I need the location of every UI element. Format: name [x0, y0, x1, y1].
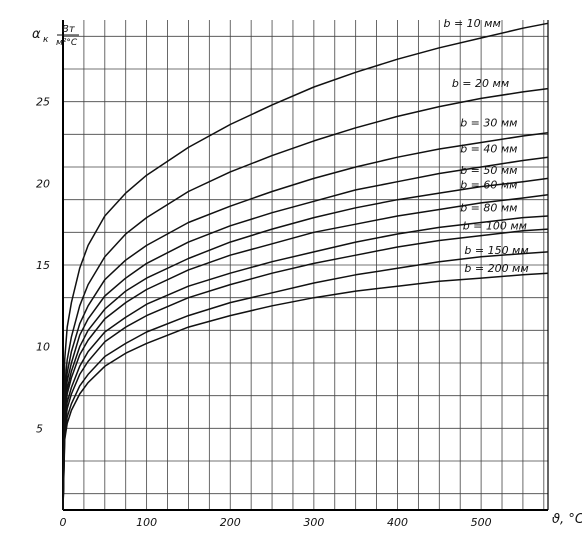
- series: [62, 22, 549, 511]
- series-line-1: [62, 22, 549, 511]
- y-tick-label: 10: [36, 341, 50, 354]
- y-axis-label-subscript: к: [43, 35, 49, 45]
- y-axis-unit-denominator: м²°C: [56, 38, 78, 48]
- curve-label-10: b = 200 мм: [464, 262, 528, 275]
- x-tick-label: 300: [303, 516, 324, 529]
- y-tick-label: 20: [36, 177, 50, 190]
- series-line-10: [62, 272, 549, 511]
- curve-label-8: b = 100 мм: [463, 219, 527, 232]
- x-tick-label: 200: [220, 516, 241, 529]
- series-line-8: [62, 228, 549, 511]
- curve-label-1: b = 10 мм: [443, 17, 500, 30]
- grid: [62, 20, 548, 510]
- curve-label-2: b = 20 мм: [452, 77, 509, 90]
- curve-labels: b = 10 мм b = 20 мм b = 30 мм b = 40 мм b = …: [443, 17, 528, 275]
- x-tick-label: 400: [387, 516, 408, 529]
- curve-label-3: b = 30 мм: [460, 116, 517, 129]
- x-tick-label: 0: [60, 516, 67, 529]
- series-line-9: [62, 251, 549, 511]
- y-axis-unit-numerator: Вт: [62, 24, 76, 35]
- curve-label-6: b = 60 мм: [460, 179, 517, 192]
- y-tick-label: 25: [36, 96, 50, 109]
- series-line-4: [62, 156, 549, 511]
- series-line-5: [62, 177, 549, 511]
- series-line-2: [62, 87, 549, 511]
- ticks: 0 100 200 300 400 500 5 10 15 20 25: [36, 96, 492, 529]
- curve-label-7: b = 80 мм: [460, 201, 517, 214]
- series-line-6: [62, 194, 549, 511]
- y-axis-label: α: [32, 27, 41, 42]
- curve-label-4: b = 40 мм: [460, 143, 517, 156]
- axes: [62, 20, 549, 511]
- x-tick-label: 500: [471, 516, 492, 529]
- curve-label-5: b = 50 мм: [460, 164, 517, 177]
- series-line-7: [62, 215, 549, 511]
- y-tick-label: 5: [36, 422, 43, 435]
- curve-label-9: b = 150 мм: [464, 244, 528, 257]
- x-tick-label: 100: [136, 516, 157, 529]
- y-tick-label: 15: [36, 259, 50, 272]
- x-axis-label: ϑ, °C: [552, 512, 582, 527]
- series-line-3: [62, 131, 549, 511]
